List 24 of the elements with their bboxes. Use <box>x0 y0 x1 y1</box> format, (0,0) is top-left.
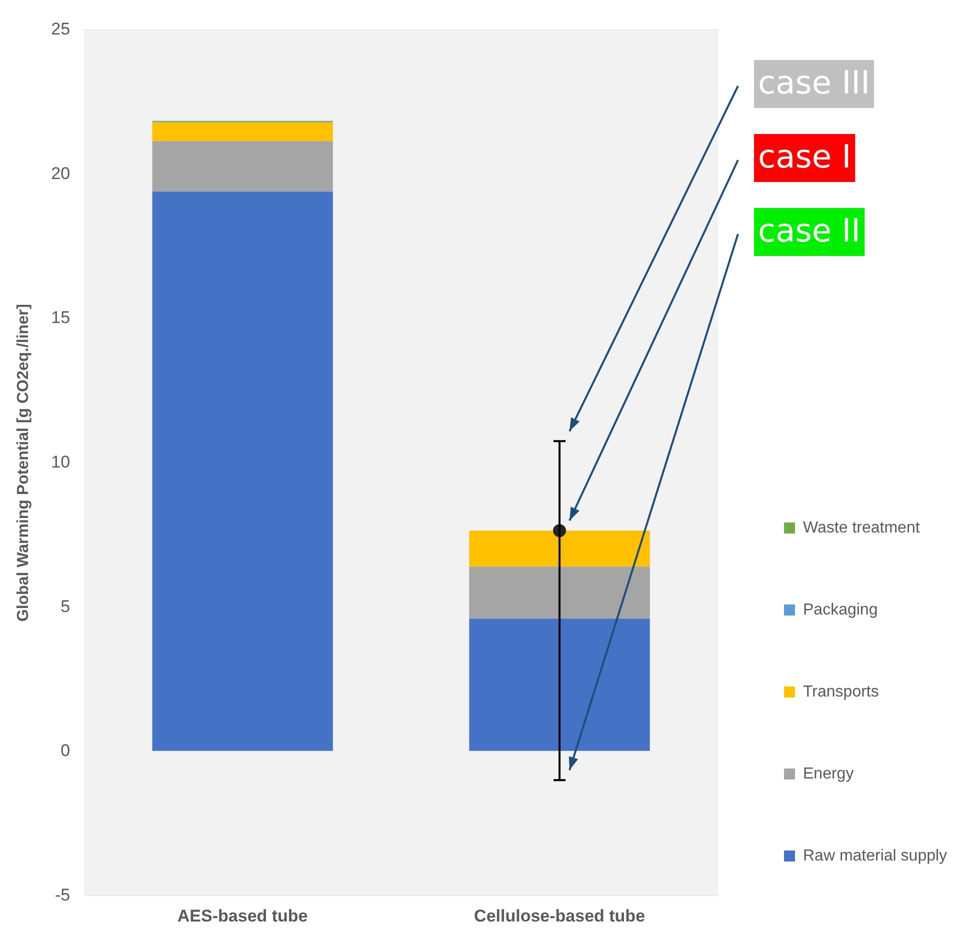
text: case I <box>758 137 852 176</box>
text: case II <box>758 211 861 250</box>
y-tick-label: 5 <box>60 596 70 616</box>
bar <box>152 141 333 192</box>
legend-label: Packaging <box>803 601 878 618</box>
y-tick-label: 15 <box>51 308 70 328</box>
bar <box>152 192 333 751</box>
legend-label: Raw material supply <box>803 847 948 864</box>
y-tick-label: 10 <box>51 452 70 472</box>
bar <box>469 566 650 619</box>
bar <box>469 618 650 751</box>
y-tick-label: 0 <box>60 741 70 760</box>
y-tick-label: 20 <box>51 164 70 183</box>
legend-label: Waste treatment <box>803 519 920 536</box>
text: case III <box>758 63 870 102</box>
legend-label: Transports <box>803 683 879 700</box>
bar <box>152 122 333 142</box>
x-tick-label: Cellulose-based tube <box>474 906 646 926</box>
legend-label: Energy <box>803 765 854 782</box>
y-axis-title: Global Warming Potential [g CO2eq./liner] <box>15 304 32 622</box>
bar <box>469 530 650 567</box>
x-tick-label: AES-based tube <box>177 906 308 926</box>
y-tick-label: -5 <box>54 885 70 904</box>
y-tick-label: 25 <box>51 20 70 39</box>
